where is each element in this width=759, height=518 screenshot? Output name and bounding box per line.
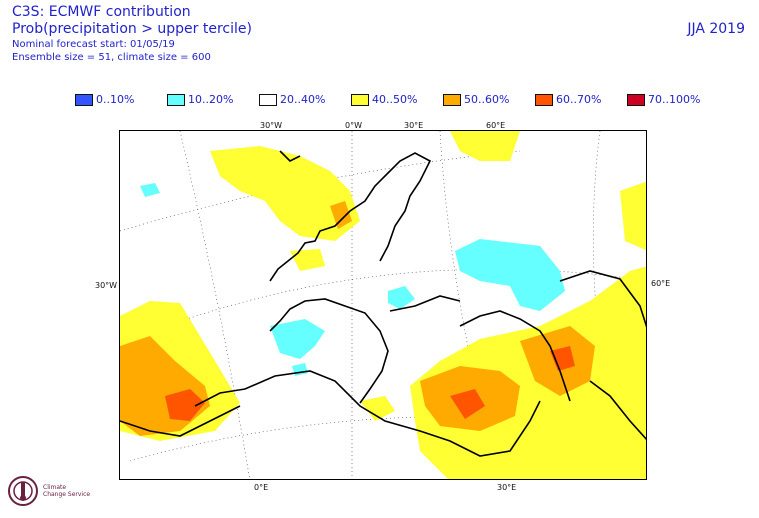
logo-line2: Change Service <box>43 491 91 498</box>
legend-item: 50..60% <box>443 93 535 106</box>
legend-label: 70..100% <box>648 93 701 106</box>
legend-label: 0..10% <box>96 93 135 106</box>
prob-40-50-areas <box>120 131 646 479</box>
legend-swatch <box>535 93 553 106</box>
forecast-start: Nominal forecast start: 01/05/19 <box>12 39 175 50</box>
lon-label-top: 30°W <box>260 121 283 130</box>
legend-item: 0..10% <box>75 93 167 106</box>
lon-label-bottom: 0°E <box>254 483 269 492</box>
climate-logo-icon <box>8 476 38 506</box>
logo-text: Climate Change Service <box>43 484 90 498</box>
legend-label: 60..70% <box>556 93 602 106</box>
legend-swatch <box>167 93 185 106</box>
logo-line1: Climate <box>43 484 67 491</box>
chart-title: C3S: ECMWF contribution <box>12 4 191 20</box>
lon-label-bottom: 30°E <box>497 483 517 492</box>
prob-10-20-areas <box>140 183 565 376</box>
legend-item: 20..40% <box>259 93 351 106</box>
legend-swatch <box>443 93 461 106</box>
legend-item: 70..100% <box>627 93 719 106</box>
legend-item: 10..20% <box>167 93 259 106</box>
legend-label: 20..40% <box>280 93 326 106</box>
copernicus-logo: Climate Change Service <box>6 474 90 508</box>
lon-label-left: 30°W <box>95 281 118 290</box>
season-label: JJA 2019 <box>687 21 745 37</box>
legend-item: 60..70% <box>535 93 627 106</box>
coastlines <box>120 150 646 457</box>
lon-label-top: 30°E <box>404 121 424 130</box>
lon-label-top: 0°W <box>345 121 362 130</box>
ensemble-size: Ensemble size = 51, climate size = 600 <box>12 52 211 63</box>
legend-swatch <box>259 93 277 106</box>
legend-label: 40..50% <box>372 93 418 106</box>
header: C3S: ECMWF contribution Prob(precipitati… <box>12 4 252 64</box>
legend-swatch <box>75 93 93 106</box>
prob-60-70-areas <box>165 346 575 421</box>
map-canvas <box>120 131 646 479</box>
legend-swatch <box>627 93 645 106</box>
chart-subtitle: Prob(precipitation > upper tercile) <box>12 21 252 37</box>
lon-label-right: 60°E <box>651 279 671 288</box>
legend-label: 50..60% <box>464 93 510 106</box>
lon-label-top: 60°E <box>486 121 506 130</box>
legend-label: 10..20% <box>188 93 234 106</box>
probability-map <box>119 130 647 480</box>
legend-swatch <box>351 93 369 106</box>
legend: 0..10% 10..20% 20..40% 40..50% 50..60% 6… <box>75 93 719 106</box>
legend-item: 40..50% <box>351 93 443 106</box>
